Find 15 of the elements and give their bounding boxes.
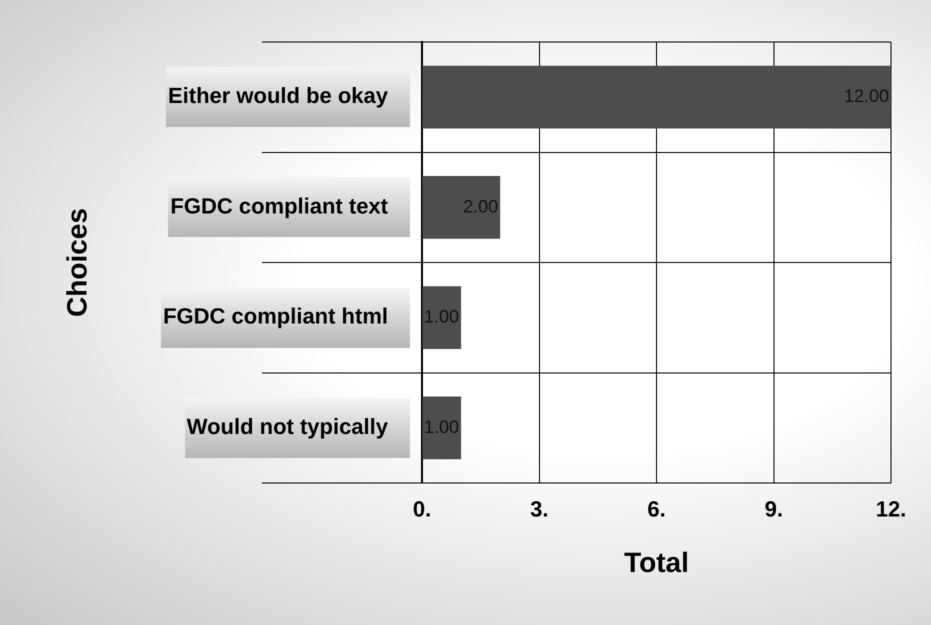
- x-tick-label: 6.: [647, 496, 666, 522]
- data-label: 2.00: [463, 196, 498, 216]
- x-tick-label: 12.: [876, 496, 906, 522]
- y-tick-label: Either would be okay: [168, 83, 389, 108]
- x-axis-title: Total: [624, 546, 689, 578]
- y-tick-label: Would not typically: [186, 414, 389, 439]
- data-label: 12.00: [844, 86, 889, 106]
- y-tick-label: FGDC compliant html: [163, 304, 388, 329]
- y-tick-label: FGDC compliant text: [170, 193, 389, 218]
- x-tick-label: 9.: [764, 496, 783, 522]
- x-tick-label: 3.: [530, 496, 548, 522]
- data-label: 1.00: [424, 306, 460, 327]
- data-label: 1.00: [424, 416, 460, 437]
- x-tick-label: 0.: [412, 496, 432, 522]
- y-axis-title: Choices: [62, 208, 93, 317]
